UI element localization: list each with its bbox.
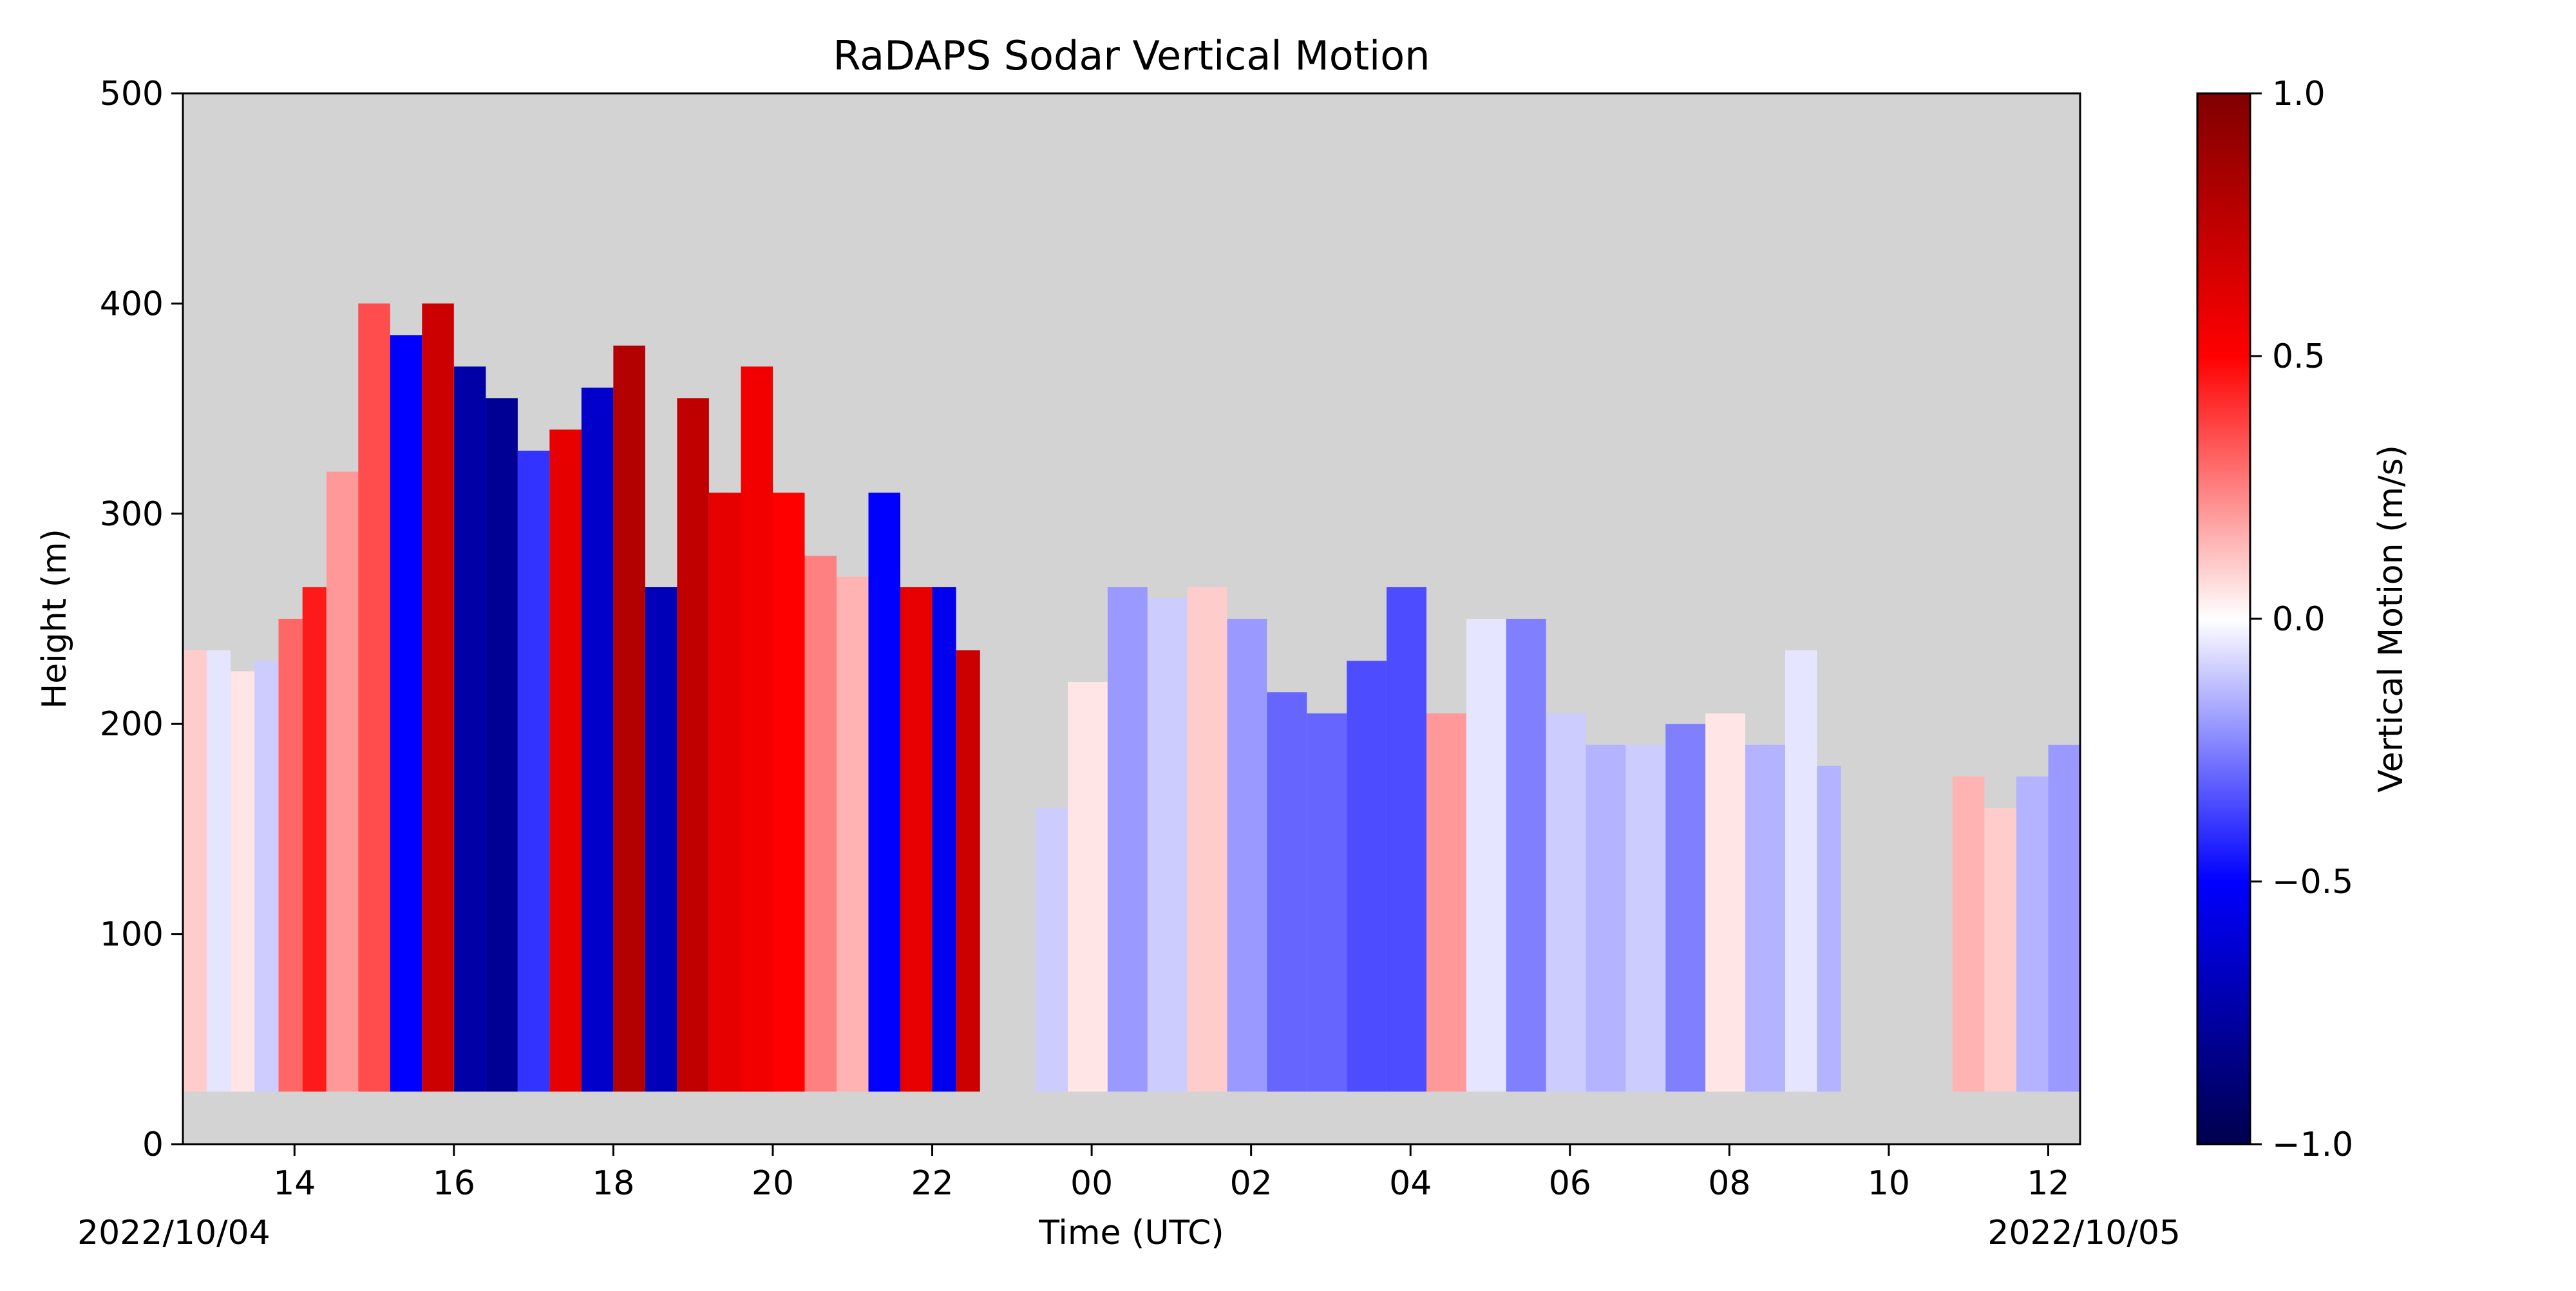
heatmap-cell	[956, 650, 980, 1092]
plot-frame	[182, 92, 2081, 1145]
y-tick-label: 300	[100, 495, 164, 534]
heatmap-cell	[453, 366, 486, 1092]
heatmap-cell	[741, 366, 773, 1092]
y-tick-label: 100	[100, 916, 164, 954]
colorbar	[2196, 92, 2251, 1145]
y-axis-label: Height (m)	[35, 529, 74, 709]
heatmap-cell	[1625, 744, 1666, 1092]
x-axis: 14 16 18 20 22 00 02 04 06 08 10 12	[273, 1144, 2070, 1203]
heatmap-cell	[804, 556, 837, 1092]
colorbar-ticks: −1.0 −0.5 0.0 0.5 1.0	[2250, 75, 2353, 1164]
heatmap-cell	[837, 576, 869, 1092]
colorbar-label: Vertical Motion (m/s)	[2372, 445, 2410, 793]
heatmap-cell	[1187, 587, 1227, 1092]
heatmap-cell	[1817, 766, 1841, 1092]
heatmap-cell	[581, 388, 614, 1092]
heatmap-cell	[645, 587, 677, 1092]
heatmap-cell	[773, 493, 805, 1092]
x-tick-label: 02	[1230, 1164, 1273, 1203]
heatmap-cell	[231, 671, 255, 1092]
colorbar-tick-label: 1.0	[2272, 75, 2325, 113]
heatmap-cell	[1506, 619, 1546, 1092]
end-date-label: 2022/10/05	[1987, 1214, 2181, 1252]
heatmap-cell	[486, 398, 518, 1092]
x-tick-label: 08	[1708, 1164, 1750, 1203]
heatmap-cell	[1705, 713, 1746, 1092]
heatmap-cell	[1347, 661, 1387, 1092]
heatmap-cell	[326, 471, 359, 1092]
colorbar-tick-label: −1.0	[2272, 1126, 2353, 1164]
heatmap-cell	[2016, 776, 2049, 1092]
x-tick-label: 22	[911, 1164, 953, 1203]
heatmap-cell	[709, 493, 741, 1092]
heatmap-cell	[358, 303, 390, 1092]
chart-title: RaDAPS Sodar Vertical Motion	[833, 32, 1430, 79]
heatmap-cell	[900, 587, 933, 1092]
x-tick-label: 14	[273, 1164, 316, 1203]
heatmap-cell	[302, 587, 327, 1092]
y-tick-label: 400	[100, 285, 164, 323]
x-tick-label: 20	[752, 1164, 794, 1203]
heatmap-cell	[1387, 587, 1426, 1092]
y-tick-label: 500	[100, 75, 164, 113]
heatmap-cell	[1466, 619, 1506, 1092]
heatmap-cell	[517, 450, 550, 1092]
x-axis-label: Time (UTC)	[1038, 1214, 1224, 1252]
y-axis: 0 100 200 300 400 500	[100, 75, 183, 1164]
heatmap-layer	[183, 303, 2080, 1092]
heatmap-cell	[2048, 744, 2080, 1092]
x-tick-label: 16	[433, 1164, 475, 1203]
colorbar-tick-label: 0.5	[2272, 337, 2325, 376]
x-tick-label: 10	[1868, 1164, 1910, 1203]
heatmap-cell	[390, 335, 422, 1092]
x-tick-label: 12	[2027, 1164, 2069, 1203]
y-tick-label: 0	[142, 1126, 164, 1164]
heatmap-cell	[1068, 681, 1108, 1092]
x-tick-label: 06	[1549, 1164, 1591, 1203]
x-tick-label: 18	[592, 1164, 634, 1203]
heatmap-cell	[1147, 598, 1188, 1092]
colorbar-tick-label: 0.0	[2272, 600, 2325, 639]
heatmap-cell	[932, 587, 956, 1092]
heatmap-cell	[1227, 619, 1267, 1092]
heatmap-cell	[868, 493, 900, 1092]
heatmap-cell	[207, 650, 231, 1092]
heatmap-cell	[1984, 807, 2016, 1092]
heatmap-cell	[1307, 713, 1347, 1092]
x-tick-label: 00	[1070, 1164, 1113, 1203]
heatmap-cell	[1546, 713, 1586, 1092]
heatmap-cell	[613, 345, 645, 1092]
heatmap-cell	[254, 661, 279, 1092]
heatmap-cell	[278, 619, 303, 1092]
start-date-label: 2022/10/04	[77, 1214, 270, 1252]
heatmap-cell	[1426, 713, 1466, 1092]
heatmap-cell	[422, 303, 454, 1092]
heatmap-cell	[1745, 744, 1785, 1092]
heatmap-cell	[1586, 744, 1626, 1092]
heatmap-cell	[1107, 587, 1148, 1092]
heatmap-cell	[1267, 692, 1307, 1092]
heatmap-cell	[1036, 807, 1068, 1092]
heatmap-cell	[1952, 776, 1985, 1092]
heatmap-cell	[1665, 724, 1706, 1092]
heatmap-cell	[549, 429, 582, 1092]
y-tick-label: 200	[100, 705, 164, 744]
heatmap-cell	[677, 398, 709, 1092]
heatmap-cell	[183, 650, 207, 1092]
heatmap-cell	[1785, 650, 1817, 1092]
x-tick-label: 04	[1389, 1164, 1432, 1203]
colorbar-tick-label: −0.5	[2272, 863, 2353, 901]
